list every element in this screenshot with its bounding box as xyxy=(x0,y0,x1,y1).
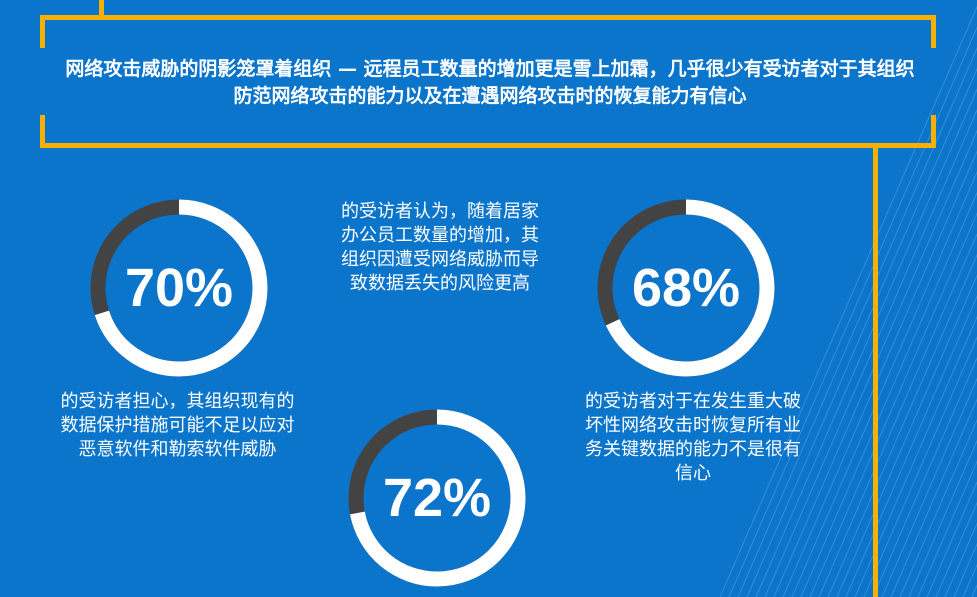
frame-right-bottom xyxy=(931,115,936,148)
pattern-line xyxy=(890,398,977,597)
pattern-line xyxy=(872,356,977,597)
pattern-line xyxy=(728,26,977,597)
frame-line-vertical xyxy=(873,143,878,597)
donut-72: 72% xyxy=(347,408,527,588)
pattern-line xyxy=(863,336,977,597)
pattern-line xyxy=(791,170,977,597)
pattern-line xyxy=(755,88,977,597)
frame-left-top xyxy=(40,15,45,48)
pattern-line xyxy=(719,5,977,597)
pattern-line xyxy=(818,232,977,597)
frame-left-bottom xyxy=(40,115,45,148)
frame-right-top xyxy=(931,15,936,48)
pattern-line xyxy=(809,212,977,597)
headline: 网络攻击威胁的阴影笼罩着组织 — 远程员工数量的增加更是雪上加霜，几乎很少有受访… xyxy=(65,58,915,107)
pattern-line xyxy=(737,46,977,597)
donut-70: 70% xyxy=(89,198,269,378)
stat-caption: 的受访者担心，其组织现有的数据保护措施可能不足以应对恶意软件和勒索软件威胁 xyxy=(60,391,295,460)
pattern-line xyxy=(836,274,977,597)
pattern-line xyxy=(764,108,977,597)
pattern-line xyxy=(917,460,977,597)
stat-caption: 的受访者对于在发生重大破坏性网络攻击时恢复所有业务关键数据的能力不是很有信心 xyxy=(585,391,801,484)
pattern-line xyxy=(827,253,977,597)
stat-value: 68% xyxy=(631,258,741,318)
pattern-line xyxy=(782,150,977,597)
donut-68: 68% xyxy=(596,198,776,378)
ring-value xyxy=(90,199,268,377)
pattern-line xyxy=(845,294,977,597)
stat-caption: 的受访者认为，随着居家办公员工数量的增加，其组织因遭受网络威胁而导致数据丢失的风… xyxy=(341,201,539,294)
pattern-line xyxy=(773,129,977,597)
frame-line xyxy=(99,0,104,17)
pattern-line xyxy=(908,439,977,597)
frame-top xyxy=(40,15,936,20)
pattern-line xyxy=(800,191,977,597)
pattern-line xyxy=(926,480,977,597)
stat-value: 72% xyxy=(382,468,492,528)
ring-value xyxy=(597,199,775,377)
ring-value xyxy=(348,409,526,587)
pattern-line xyxy=(899,418,977,597)
stat-value: 70% xyxy=(124,258,234,318)
frame-bottom xyxy=(40,143,936,148)
pattern-line xyxy=(854,315,977,597)
pattern-line xyxy=(881,377,977,597)
